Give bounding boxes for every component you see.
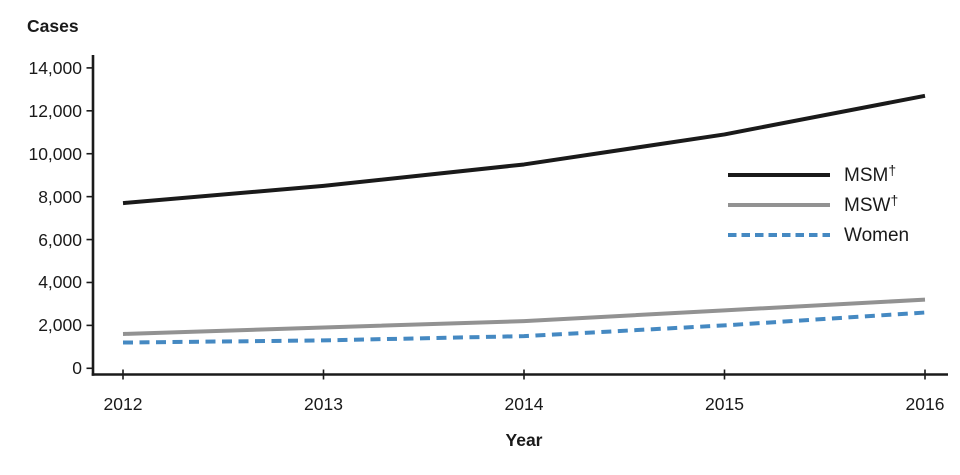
legend-item-women: Women	[728, 220, 909, 250]
legend-label: MSW†	[844, 191, 899, 216]
y-tick-label: 2,000	[38, 315, 82, 336]
x-axis-title: Year	[505, 430, 543, 450]
legend-item-msw: MSW†	[728, 190, 909, 220]
x-tick-label: 2012	[103, 394, 143, 414]
legend-item-msm: MSM†	[728, 160, 909, 190]
y-tick-label: 12,000	[28, 100, 82, 121]
dagger-superscript: †	[888, 161, 897, 178]
y-tick-label: 10,000	[28, 143, 82, 164]
legend-label: Women	[844, 224, 910, 246]
x-tick-label: 2015	[705, 394, 744, 414]
series-line-msw	[122, 297, 926, 336]
legend-swatch-solid-line	[728, 203, 830, 207]
x-tick-label: 2014	[504, 394, 544, 414]
series-line-msm	[122, 93, 926, 206]
x-tick-label: 2013	[304, 394, 343, 414]
y-tick-label: 4,000	[38, 272, 82, 293]
y-tick-label: 14,000	[28, 57, 82, 78]
legend: MSM† MSW† Women	[728, 160, 909, 250]
x-tick-label: 2016	[905, 394, 945, 414]
y-tick-label: 0	[72, 358, 82, 379]
legend-label: MSM†	[844, 161, 897, 186]
legend-swatch-solid-line	[728, 173, 830, 177]
dagger-superscript: †	[890, 191, 899, 208]
y-axis-title: Cases	[27, 16, 79, 36]
legend-swatch-dashed-line	[728, 233, 830, 237]
series-line-women	[122, 310, 926, 345]
y-tick-label: 8,000	[38, 186, 82, 207]
y-tick-label: 6,000	[38, 229, 82, 250]
